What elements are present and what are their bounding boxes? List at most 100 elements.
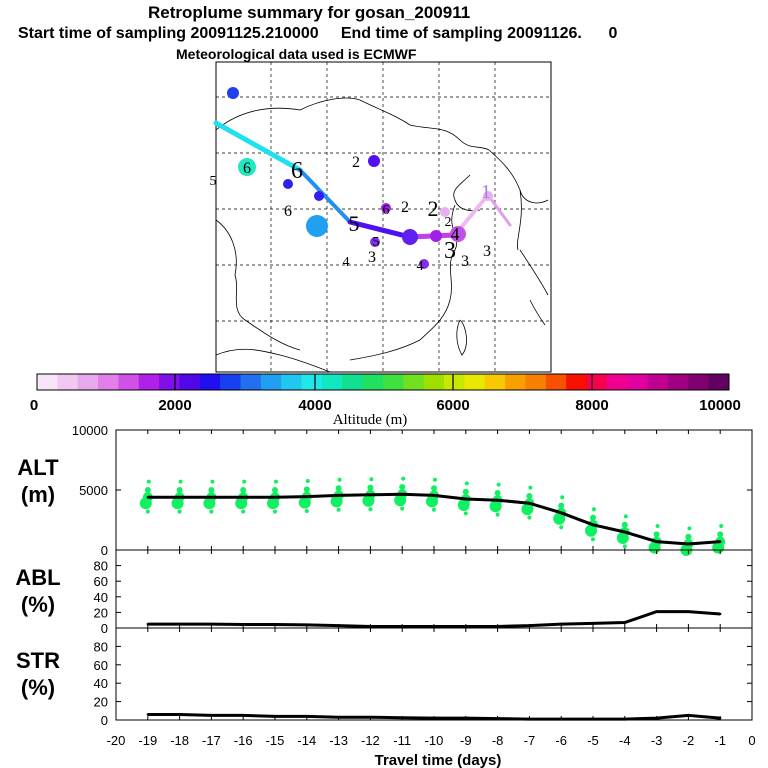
x-tick-label: -4 (619, 733, 631, 748)
plume-dot (450, 226, 466, 242)
x-tick-label: -14 (297, 733, 316, 748)
colorbar-swatch (179, 374, 201, 390)
series-point-str (432, 716, 436, 720)
panel-name-str: STR (16, 648, 60, 673)
panel-name-abl: ABL (15, 565, 60, 590)
border-west (215, 219, 301, 351)
colorbar-swatch (118, 374, 140, 390)
series-point-alt (369, 493, 372, 496)
plume-dot (381, 203, 391, 213)
series-point-alt (432, 494, 436, 497)
colorbar-swatch (240, 374, 262, 390)
altitude-scatter-point (462, 488, 469, 495)
colorbar-swatch (159, 374, 180, 390)
panel-alt: ALT(m) 10000 5000 0 (17, 423, 753, 558)
start-time-label: Start time of sampling 20091125.210000 (18, 25, 319, 42)
map-day-label: 3 (483, 243, 491, 260)
x-tick-label: -7 (524, 733, 536, 748)
colorbar-swatch (484, 374, 506, 390)
series-point-str (719, 716, 722, 720)
altitude-scatter-point (559, 525, 564, 530)
series-point-alt (242, 496, 245, 499)
x-tick-label: -18 (170, 733, 189, 748)
altitude-scatter-point (496, 482, 501, 487)
plume-segment (298, 168, 352, 224)
x-tick-label: -1 (714, 733, 726, 748)
y-tick-label: 5000 (79, 483, 108, 498)
y-tick-label: 60 (94, 658, 108, 673)
plume-dot (483, 191, 493, 201)
map-day-label: 2 (352, 154, 360, 171)
altitude-scatter-point (178, 479, 183, 484)
series-point-alt (591, 523, 595, 526)
colorbar-frame (36, 373, 730, 391)
colorbar-swatch (98, 374, 119, 390)
plume-dot (306, 215, 328, 237)
x-tick-label: -20 (107, 733, 126, 748)
colorbar-swatch (688, 374, 710, 390)
series-point-abl (146, 622, 149, 626)
plume-dot (419, 259, 429, 269)
y-tick-label: 0 (101, 713, 108, 728)
altitude-scatter-point (146, 479, 151, 484)
panel-unit-str: (%) (21, 675, 55, 700)
altitude-scatter-point (337, 477, 342, 482)
coastline-taiwan (456, 319, 467, 356)
altitude-colorbar: 0 2000 4000 6000 8000 10000 (30, 373, 741, 414)
series-point-str (496, 717, 499, 720)
colorbar-swatch (606, 374, 628, 390)
altitude-scatter-point (494, 490, 501, 496)
map-day-label: 6 (243, 160, 251, 177)
met-data-label: Meteorological data used is ECMWF (176, 46, 417, 62)
series-point-str (687, 714, 690, 717)
series-point-alt (464, 497, 467, 501)
altitude-scatter-point (432, 507, 436, 512)
plume-segment (486, 193, 512, 227)
map-day-label: 2 (401, 199, 409, 216)
series-point-str (305, 715, 308, 718)
map-day-label: 6 (284, 203, 292, 220)
map-day-label: 6 (291, 158, 303, 184)
x-tick-label: -19 (138, 733, 157, 748)
altitude-scatter-point (240, 487, 247, 493)
colorbar-swatch (505, 374, 526, 390)
y-tick-label: 80 (94, 559, 108, 574)
map-day-label: 3 (444, 238, 456, 264)
panel-frame (115, 627, 753, 721)
series-point-abl (242, 623, 245, 626)
altitude-scatter-point (274, 479, 278, 484)
colorbar-swatch (301, 374, 323, 390)
series-point-abl (432, 625, 436, 628)
colorbar-swatch (708, 374, 730, 390)
altitude-scatter-point (526, 493, 533, 499)
series-point-abl (655, 610, 658, 613)
colorbar-tick-label: 8000 (575, 397, 608, 414)
x-tick-label: -17 (202, 733, 221, 748)
colorbar-swatch (199, 374, 221, 390)
map-day-label: 4 (343, 255, 350, 270)
altitude-scatter-point (367, 484, 374, 491)
map-day-label: 5 (373, 235, 380, 250)
chart-title: Retroplume summary for gosan_200911 (148, 3, 471, 22)
altitude-scatter-point (242, 479, 247, 484)
series-point-alt (337, 494, 340, 497)
altitude-scatter-point (401, 476, 406, 481)
map-day-label: 3 (461, 253, 469, 270)
altitude-scatter-point (145, 509, 150, 514)
series-point-alt (178, 496, 181, 499)
series-point-abl (305, 623, 308, 627)
x-tick-label: -16 (234, 733, 253, 748)
altitude-scatter-point (369, 477, 374, 482)
altitude-scatter-point (527, 515, 532, 520)
map-day-label: 5 (349, 211, 360, 236)
series-point-abl (337, 624, 340, 627)
altitude-scatter-point (305, 479, 310, 483)
series-point-alt (560, 511, 563, 514)
x-tick-label: -15 (266, 733, 285, 748)
altitude-scatter-point (304, 509, 309, 513)
y-tick-label: 40 (94, 676, 108, 691)
colorbar-tick-label: 10000 (699, 397, 741, 414)
series-point-abl (687, 610, 690, 613)
